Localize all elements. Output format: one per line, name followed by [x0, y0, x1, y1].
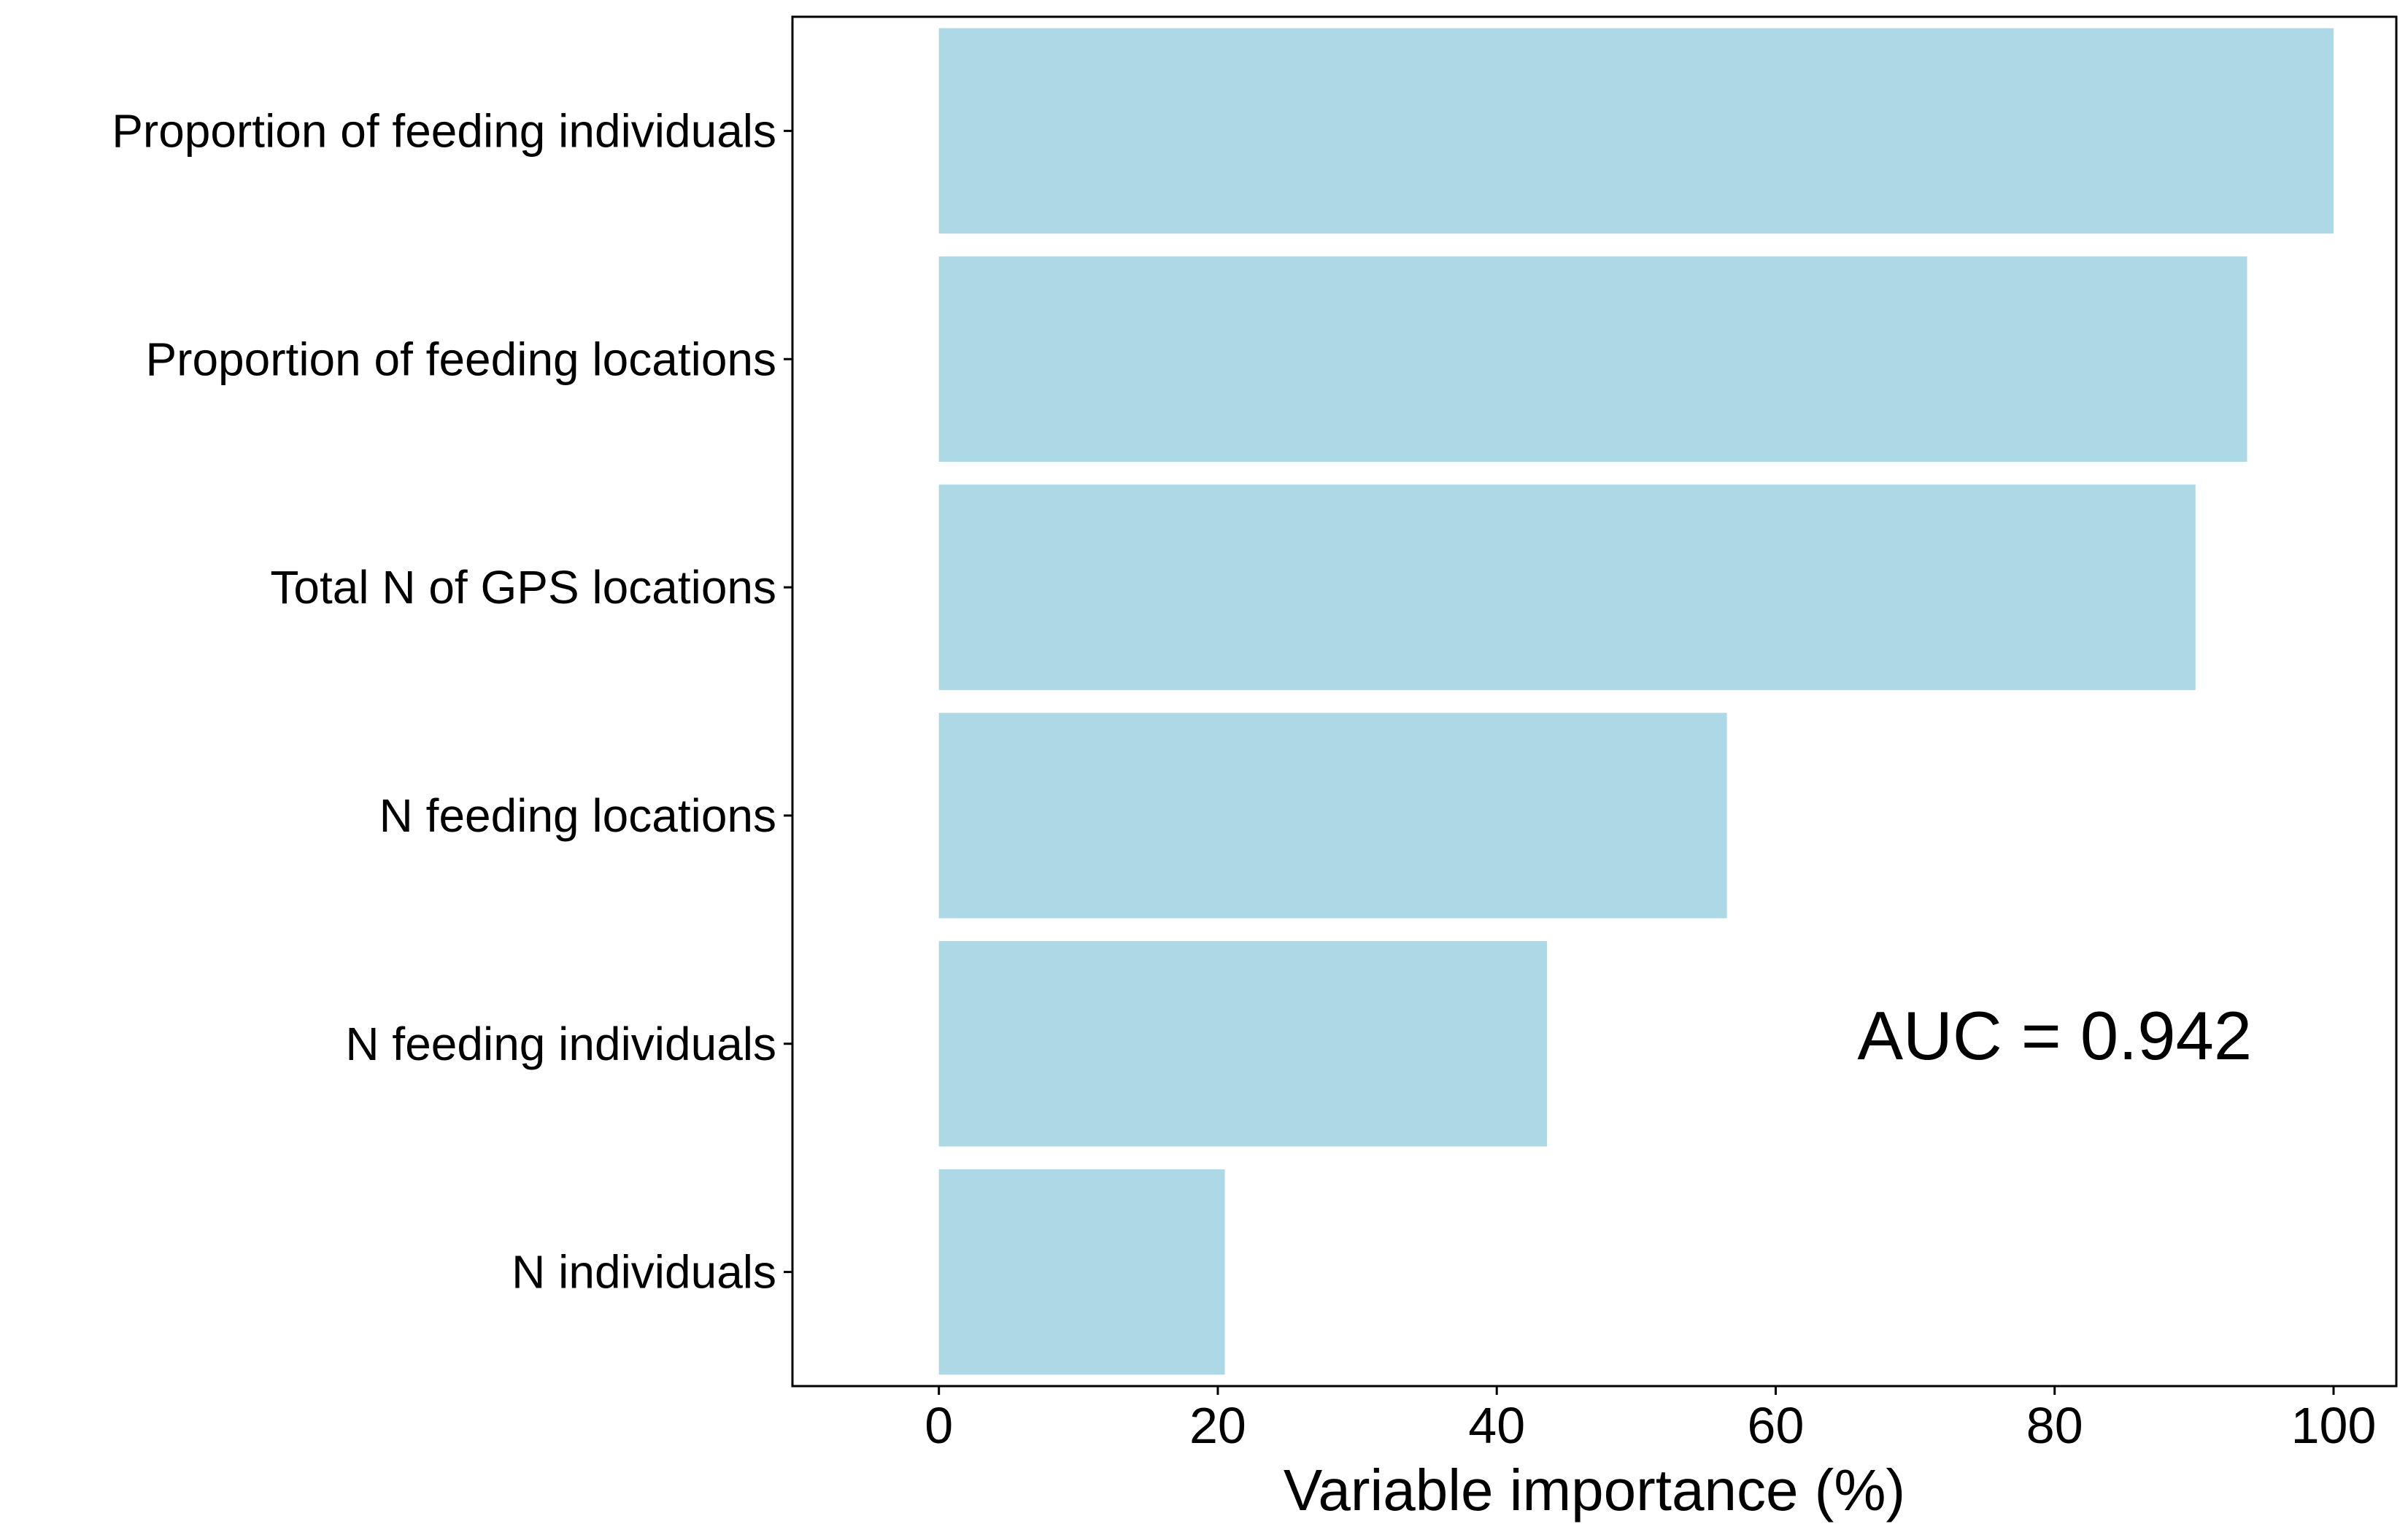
auc-annotation: AUC = 0.942: [1857, 997, 2252, 1074]
bar: [938, 28, 2334, 234]
bar: [938, 940, 1548, 1147]
x-tick-label: 60: [1748, 1397, 1805, 1454]
bar: [938, 1169, 1225, 1375]
y-tick-label: Proportion of feeding locations: [145, 333, 776, 385]
plot-panel-border: [791, 15, 2398, 1388]
x-tick-label: 0: [925, 1397, 953, 1454]
x-tick-label: 100: [2291, 1397, 2377, 1454]
y-axis: Proportion of feeding individuals Proport…: [112, 104, 792, 1299]
y-tick-label: N feeding locations: [379, 789, 776, 842]
y-tick-label: N feeding individuals: [345, 1018, 776, 1070]
bar: [938, 256, 2247, 463]
bars-layer: [938, 28, 2334, 1375]
x-tick-label: 40: [1468, 1397, 1525, 1454]
y-tick-label: Proportion of feeding individuals: [112, 104, 776, 157]
bar: [938, 484, 2196, 690]
y-tick-label: N individuals: [512, 1246, 776, 1299]
x-axis-title: Variable importance (%): [1284, 1458, 1905, 1523]
x-tick-label: 20: [1189, 1397, 1246, 1454]
x-axis: 0 20 40 60 80 100: [925, 1386, 2376, 1454]
x-tick-label: 80: [2026, 1397, 2083, 1454]
y-tick-label: Total N of GPS locations: [270, 561, 776, 614]
bar: [938, 713, 1727, 918]
